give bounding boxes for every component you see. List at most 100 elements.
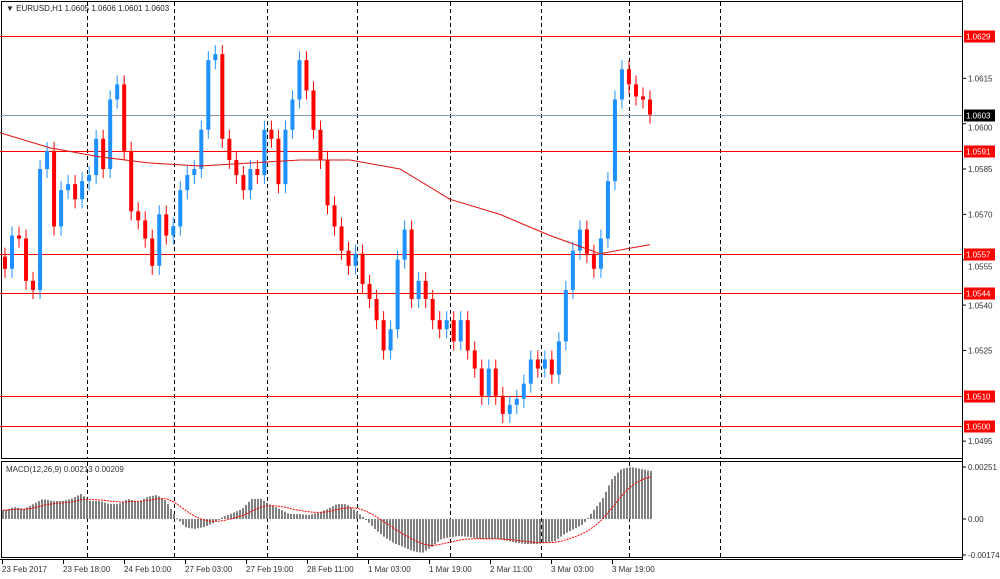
macd-histogram-bar (293, 514, 295, 519)
macd-histogram-bar (332, 506, 334, 519)
macd-histogram-bar (317, 513, 319, 519)
macd-histogram-bar (521, 519, 523, 544)
macd-histogram-bar (479, 519, 481, 540)
macd-histogram-bar (65, 500, 67, 519)
candle-body (248, 169, 253, 191)
level-price-badge (964, 248, 995, 261)
macd-histogram-bar (584, 519, 586, 523)
macd-histogram-bar (281, 510, 283, 519)
candle-body (115, 84, 120, 100)
macd-histogram-bar (5, 509, 7, 519)
candle-body (38, 169, 43, 290)
macd-histogram-bar (119, 503, 121, 519)
macd-histogram-bar (491, 519, 493, 540)
macd-histogram-bar (320, 511, 322, 519)
candle-body (178, 190, 183, 227)
candle-body (472, 350, 477, 369)
candle-body (549, 359, 554, 375)
candle-body (157, 214, 162, 266)
macd-histogram-bar (413, 519, 415, 552)
macd-histogram-bar (128, 499, 130, 519)
candle-body (339, 226, 344, 251)
macd-histogram-bar (209, 519, 211, 525)
macd-histogram-bar (617, 472, 619, 519)
candle-body (507, 404, 512, 414)
macd-histogram-bar (263, 500, 265, 519)
candle-body (486, 368, 491, 396)
macd-histogram-bar (341, 504, 343, 519)
candle-body (199, 129, 204, 170)
macd-histogram-bar (476, 519, 478, 539)
candle-body (255, 169, 260, 176)
macd-histogram-bar (134, 501, 136, 519)
macd-histogram-bar (557, 519, 559, 539)
candle-body (563, 289, 568, 342)
macd-histogram-bar (266, 502, 268, 519)
macd-histogram-bar (32, 504, 34, 519)
time-tick-label: 24 Feb 10:00 (124, 565, 172, 574)
macd-histogram-bar (641, 469, 643, 519)
macd-histogram-bar (344, 504, 346, 519)
macd-histogram-bar (152, 495, 154, 519)
macd-histogram-bar (2, 510, 4, 519)
current-price-label: 1.0603 (966, 112, 991, 121)
macd-histogram-bar (473, 519, 475, 538)
macd-histogram-bar (116, 504, 118, 519)
candle-body (633, 84, 638, 97)
level-price-badge (964, 30, 995, 43)
macd-histogram-bar (551, 519, 553, 542)
candle-body (17, 235, 22, 239)
time-tick-label: 1 Mar 19:00 (429, 565, 472, 574)
macd-histogram-bar (503, 519, 505, 541)
macd-histogram-bar (23, 509, 25, 519)
macd-histogram-bar (143, 498, 145, 519)
macd-histogram-bar (296, 514, 298, 519)
macd-histogram-bar (458, 519, 460, 537)
macd-histogram-bar (311, 514, 313, 519)
moving-average-line (0, 132, 651, 255)
candle-body (171, 226, 176, 236)
macd-histogram-bar (497, 519, 499, 540)
macd-histogram-bar (221, 517, 223, 519)
macd-histogram-bar (167, 503, 169, 519)
macd-histogram-bar (98, 500, 100, 519)
macd-histogram-bar (182, 519, 184, 525)
macd-histogram-bar (356, 511, 358, 519)
macd-histogram-bar (233, 512, 235, 519)
candle-body (94, 138, 99, 176)
macd-histogram-bar (437, 519, 439, 542)
macd-histogram-bar (245, 504, 247, 519)
macd-histogram-bar (302, 514, 304, 519)
candle-body (521, 383, 526, 399)
candle-body (108, 99, 113, 170)
macd-histogram-bar (512, 519, 514, 543)
macd-tick-label: 0.00251 (968, 463, 997, 472)
symbol-label: EURUSD,H1 (16, 4, 63, 13)
macd-histogram-bar (596, 505, 598, 519)
macd-tick-label: 0.00 (968, 515, 984, 524)
macd-histogram-bar (14, 507, 16, 519)
time-tick-label: 27 Feb 19:00 (246, 565, 294, 574)
level-price-label: 1.0510 (966, 393, 991, 402)
macd-histogram-bar (452, 519, 454, 537)
macd-histogram-bar (197, 519, 199, 529)
macd-histogram-bar (173, 514, 175, 519)
macd-histogram-bar (194, 519, 196, 529)
macd-histogram-bar (215, 519, 217, 522)
macd-histogram-bar (353, 509, 355, 519)
macd-histogram-bar (494, 519, 496, 540)
time-tick-label: 3 Mar 19:00 (612, 565, 655, 574)
dropdown-arrow-icon[interactable]: ▼ (6, 4, 14, 13)
macd-histogram-bar (644, 469, 646, 519)
macd-histogram-bar (533, 519, 535, 545)
macd-histogram-bar (359, 514, 361, 519)
macd-histogram-bar (83, 496, 85, 519)
level-price-label: 1.0500 (966, 423, 991, 432)
time-tick-label: 27 Feb 03:00 (185, 565, 233, 574)
macd-histogram-bar (290, 514, 292, 519)
macd-histogram-bar (287, 513, 289, 519)
chart-header: ▼ EURUSD,H1 1.0605 1.0606 1.0601 1.0603 (6, 4, 169, 13)
macd-histogram-bar (161, 498, 163, 519)
